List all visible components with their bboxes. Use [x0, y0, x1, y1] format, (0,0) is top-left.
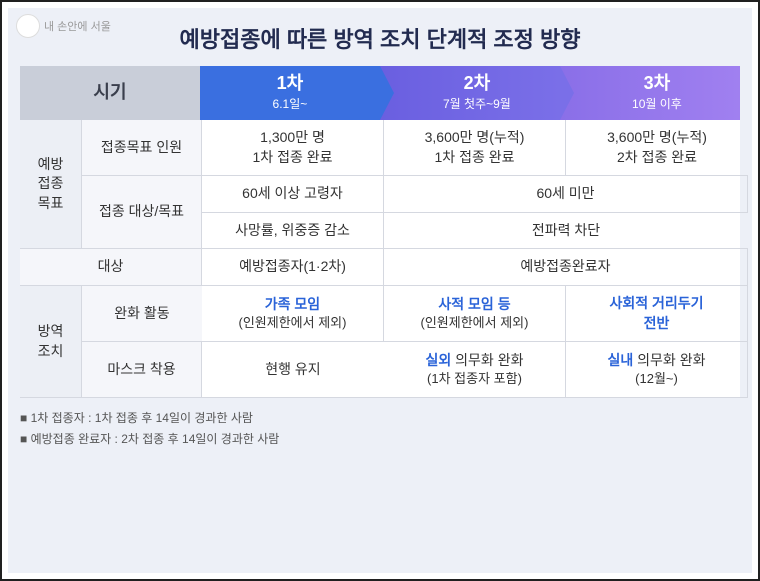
cell-relax-2-sub: (인원제한에서 제외): [421, 314, 529, 332]
watermark-text: 내 손안에 서울: [44, 18, 111, 34]
content-table: 예방 접종 목표 접종목표 인원 1,300만 명 1차 접종 완료 3,600…: [20, 120, 740, 398]
label-target-group: 접종 대상/목표: [82, 176, 202, 249]
phase-3-header: 3차 10월 이후: [560, 66, 740, 120]
phase-2-label: 2차: [464, 74, 491, 94]
phase-3-sub: 10월 이후: [632, 95, 682, 112]
outer-frame: 내 손안에 서울 예방접종에 따른 방역 조치 단계적 조정 방향 시기 1차 …: [0, 0, 760, 581]
cell-mask-2-sub: (1차 접종자 포함): [426, 370, 524, 388]
cell-relax-2-main: 사적 모임 등: [421, 295, 529, 315]
phase-timing-header: 시기: [20, 66, 200, 120]
footnote-2: 예방접종 완료자 : 2차 접종 후 14일이 경과한 사람: [20, 429, 740, 449]
cell-target-group-1a: 60세 이상 고령자: [202, 176, 384, 213]
cell-target-group-2a: 60세 미만: [384, 176, 748, 213]
phase-1-sub: 6.1일~: [273, 95, 308, 112]
label-subject: 대상: [20, 249, 202, 286]
phase-header-row: 시기 1차 6.1일~ 2차 7월 첫주~9월 3차 10월 이후: [20, 66, 740, 120]
footnotes: 1차 접종자 : 1차 접종 후 14일이 경과한 사람 예방접종 완료자 : …: [20, 408, 740, 449]
cell-mask-3-rest: 의무화 완화: [633, 352, 705, 368]
phase-2-header: 2차 7월 첫주~9월: [380, 66, 560, 120]
cell-subject-1: 예방접종자(1·2차): [202, 249, 384, 286]
watermark-icon: [16, 14, 40, 38]
card: 내 손안에 서울 예방접종에 따른 방역 조치 단계적 조정 방향 시기 1차 …: [8, 8, 752, 573]
label-relax: 완화 활동: [82, 286, 202, 342]
rowgroup-vaccine-goal: 예방 접종 목표: [20, 120, 82, 249]
phase-2-sub: 7월 첫주~9월: [443, 95, 511, 112]
cell-relax-1: 가족 모임 (인원제한에서 제외): [202, 286, 384, 342]
cell-relax-3: 사회적 거리두기 전반: [566, 286, 748, 342]
cell-target-count-1: 1,300만 명 1차 접종 완료: [202, 120, 384, 176]
cell-mask-2-rest: 의무화 완화: [451, 352, 523, 368]
phase-1-header: 1차 6.1일~: [200, 66, 380, 120]
cell-subject-2: 예방접종완료자: [384, 249, 748, 286]
cell-mask-2: 실외 의무화 완화 (1차 접종자 포함): [384, 342, 566, 398]
cell-relax-2: 사적 모임 등 (인원제한에서 제외): [384, 286, 566, 342]
cell-mask-3: 실내 의무화 완화 (12월~): [566, 342, 748, 398]
rowgroup-measures: 방역 조치: [20, 286, 82, 398]
cell-mask-1: 현행 유지: [202, 342, 384, 398]
phase-3-label: 3차: [644, 74, 671, 94]
cell-relax-1-main: 가족 모임: [239, 295, 347, 315]
phase-1-label: 1차: [277, 74, 304, 94]
page-title: 예방접종에 따른 방역 조치 단계적 조정 방향: [20, 22, 740, 54]
label-target-count: 접종목표 인원: [82, 120, 202, 176]
phase-timing-label: 시기: [93, 83, 126, 103]
cell-mask-3-sub: (12월~): [608, 370, 706, 388]
cell-relax-3-main: 사회적 거리두기 전반: [609, 294, 703, 333]
cell-target-group-2b: 전파력 차단: [384, 213, 748, 250]
cell-mask-2-main: 실외: [426, 352, 452, 368]
cell-target-count-2: 3,600만 명(누적) 1차 접종 완료: [384, 120, 566, 176]
cell-mask-3-main: 실내: [608, 352, 634, 368]
watermark: 내 손안에 서울: [16, 14, 111, 38]
cell-target-count-3: 3,600만 명(누적) 2차 접종 완료: [566, 120, 748, 176]
label-mask: 마스크 착용: [82, 342, 202, 398]
footnote-1: 1차 접종자 : 1차 접종 후 14일이 경과한 사람: [20, 408, 740, 428]
cell-target-group-1b: 사망률, 위중증 감소: [202, 213, 384, 250]
cell-relax-1-sub: (인원제한에서 제외): [239, 314, 347, 332]
